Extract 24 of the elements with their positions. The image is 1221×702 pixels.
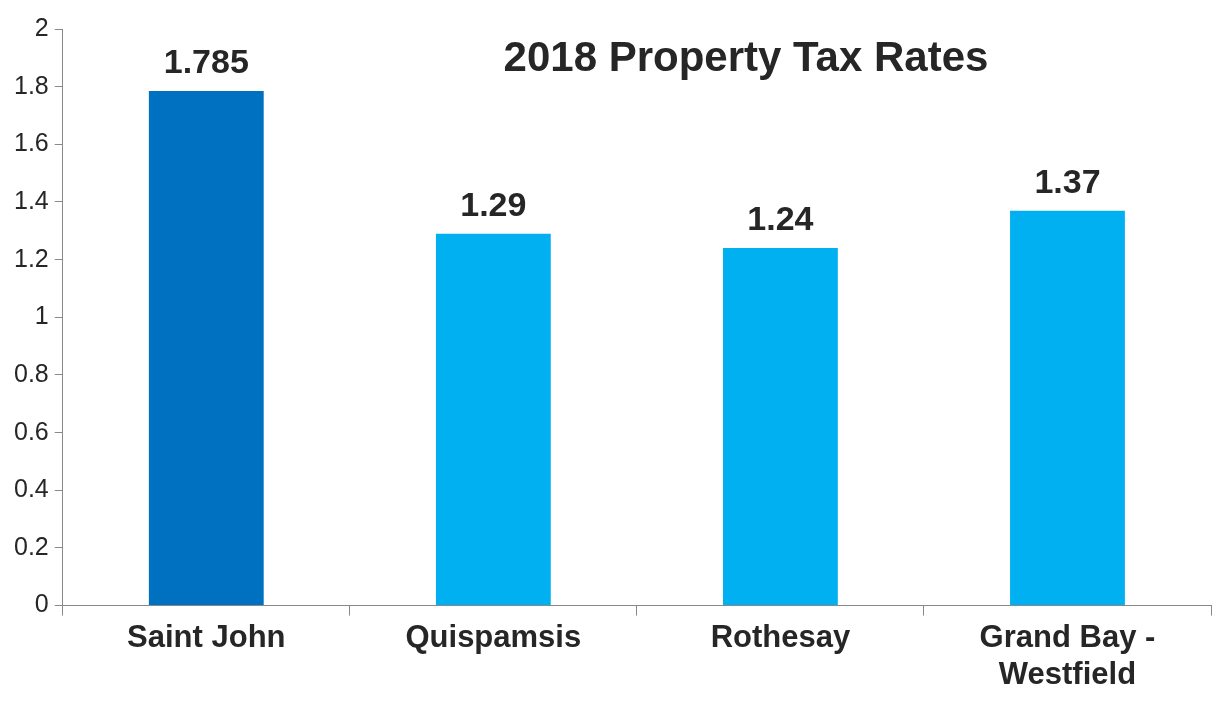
y-tick-label: 0.8 bbox=[13, 358, 49, 387]
y-tick-label: 0 bbox=[34, 589, 49, 618]
x-tick-label: Grand Bay - Westfield bbox=[979, 618, 1156, 691]
bar bbox=[1010, 210, 1125, 606]
x-tick-label: Rothesay bbox=[710, 618, 851, 654]
x-tick-label: Saint John bbox=[127, 618, 286, 654]
y-tick-label: 1.2 bbox=[13, 243, 49, 272]
bar bbox=[435, 233, 551, 606]
y-tick-label: 0.2 bbox=[13, 531, 49, 560]
y-tick-label: 2 bbox=[34, 12, 49, 41]
data-label: 1.29 bbox=[460, 185, 527, 224]
data-label: 1.785 bbox=[163, 42, 249, 81]
y-tick-label: 1.6 bbox=[13, 128, 49, 157]
data-label: 1.37 bbox=[1034, 162, 1101, 200]
y-tick-label: 1.8 bbox=[13, 70, 49, 99]
chart-title: 2018 Property Tax Rates bbox=[503, 32, 989, 80]
bar bbox=[148, 90, 264, 606]
x-tick-label: Quispamsis bbox=[405, 618, 582, 654]
y-tick-label: 1.4 bbox=[13, 185, 49, 214]
y-tick-label: 0.6 bbox=[13, 416, 49, 445]
bar bbox=[723, 248, 838, 606]
y-tick-label: 1 bbox=[34, 301, 49, 330]
y-tick-label: 0.4 bbox=[13, 474, 49, 503]
data-label: 1.24 bbox=[747, 199, 814, 238]
